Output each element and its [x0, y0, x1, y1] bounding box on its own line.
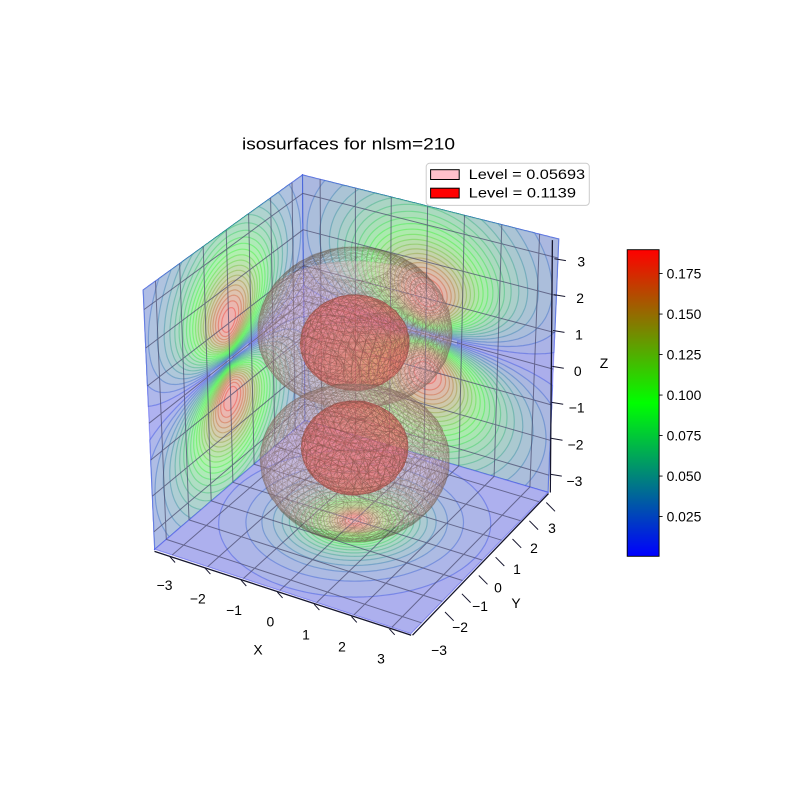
svg-text:1: 1 [513, 561, 521, 577]
svg-text:3: 3 [377, 651, 385, 667]
svg-text:0.025: 0.025 [667, 509, 702, 525]
svg-text:−1: −1 [226, 602, 242, 618]
svg-text:0.075: 0.075 [667, 428, 702, 444]
svg-text:−1: −1 [472, 598, 488, 614]
svg-text:2: 2 [576, 290, 584, 306]
svg-text:0.125: 0.125 [667, 347, 702, 363]
svg-text:Z: Z [600, 355, 609, 371]
svg-text:3: 3 [548, 520, 556, 536]
svg-text:−2: −2 [190, 590, 206, 606]
svg-text:0: 0 [574, 363, 582, 379]
svg-text:1: 1 [575, 327, 583, 343]
svg-text:−1: −1 [569, 400, 585, 416]
svg-text:0.100: 0.100 [667, 387, 702, 403]
svg-text:2: 2 [338, 639, 346, 655]
svg-text:0.050: 0.050 [667, 468, 702, 484]
svg-text:1: 1 [302, 627, 310, 643]
svg-text:0: 0 [267, 614, 275, 630]
svg-text:Level = 0.1139: Level = 0.1139 [469, 185, 577, 201]
svg-text:isosurfaces for nlsm=210: isosurfaces for nlsm=210 [242, 135, 455, 154]
svg-text:0.175: 0.175 [667, 266, 702, 282]
svg-text:Level = 0.05693: Level = 0.05693 [469, 166, 586, 182]
svg-text:−3: −3 [566, 473, 582, 489]
svg-text:3: 3 [577, 253, 585, 269]
svg-text:−2: −2 [568, 436, 584, 452]
svg-text:−2: −2 [452, 619, 468, 635]
svg-text:−3: −3 [157, 577, 173, 593]
svg-text:0: 0 [494, 580, 502, 596]
svg-text:Y: Y [511, 595, 520, 611]
svg-text:0.150: 0.150 [667, 306, 702, 322]
svg-text:2: 2 [530, 540, 538, 556]
svg-text:−3: −3 [431, 642, 447, 658]
svg-text:X: X [253, 642, 262, 658]
